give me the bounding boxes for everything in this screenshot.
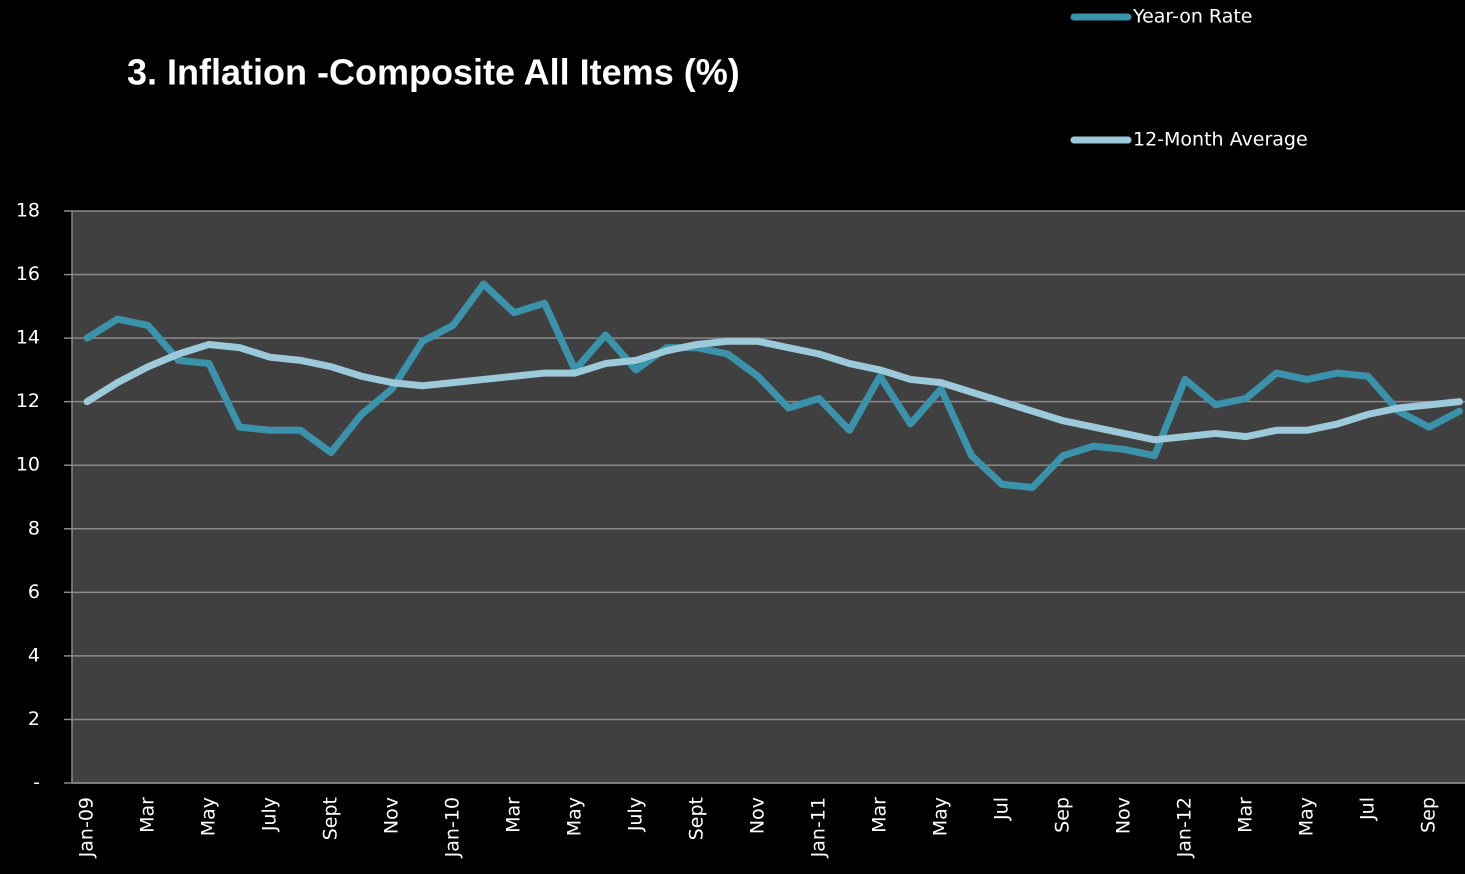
y-tick-label: 18 bbox=[16, 200, 40, 222]
y-tick-label: 12 bbox=[16, 390, 40, 412]
y-tick-label: 8 bbox=[28, 517, 40, 539]
x-tick-label: Jan-10 bbox=[442, 797, 464, 858]
legend-label: Year-on Rate bbox=[1132, 6, 1253, 28]
x-tick-label: July bbox=[625, 797, 647, 832]
x-tick-label: Sep bbox=[1052, 797, 1074, 833]
series-line bbox=[83, 337, 1463, 444]
x-tick-label: May bbox=[198, 797, 220, 836]
x-tick-label: Sep bbox=[1418, 797, 1440, 833]
x-tick-label: Nov bbox=[747, 797, 769, 834]
x-tick-label: Jul bbox=[991, 797, 1013, 821]
x-tick-label: May bbox=[930, 797, 952, 836]
x-tick-label: Jan-09 bbox=[76, 797, 98, 858]
x-tick-label: Mar bbox=[1235, 797, 1257, 833]
x-tick-label: Nov bbox=[381, 797, 403, 834]
y-tick-label: - bbox=[33, 772, 40, 794]
y-tick-label: 4 bbox=[28, 644, 40, 666]
plot-area bbox=[72, 211, 1465, 783]
x-tick-label: Mar bbox=[137, 797, 159, 833]
x-tick-label: Sept bbox=[686, 797, 708, 840]
x-tick-label: Jan-12 bbox=[1174, 797, 1196, 858]
x-tick-label: Mar bbox=[869, 797, 891, 833]
chart-title: 3. Inflation -Composite All Items (%) bbox=[127, 52, 740, 93]
x-tick-label: July bbox=[259, 797, 281, 832]
x-tick-label: Jan-11 bbox=[808, 797, 830, 858]
y-tick-label: 16 bbox=[16, 263, 40, 285]
y-tick-label: 6 bbox=[28, 581, 40, 603]
x-tick-label: Mar bbox=[503, 797, 525, 833]
x-tick-label: Nov bbox=[1113, 797, 1135, 834]
x-tick-label: May bbox=[564, 797, 586, 836]
legend-label: 12-Month Average bbox=[1133, 129, 1308, 151]
x-tick-label: May bbox=[1296, 797, 1318, 836]
x-tick-label: Sept bbox=[320, 797, 342, 840]
x-tick-label: Jul bbox=[1357, 797, 1379, 821]
y-tick-label: 2 bbox=[28, 708, 40, 730]
y-tick-label: 10 bbox=[16, 454, 40, 476]
y-tick-label: 14 bbox=[16, 327, 40, 349]
series-line bbox=[83, 280, 1463, 491]
